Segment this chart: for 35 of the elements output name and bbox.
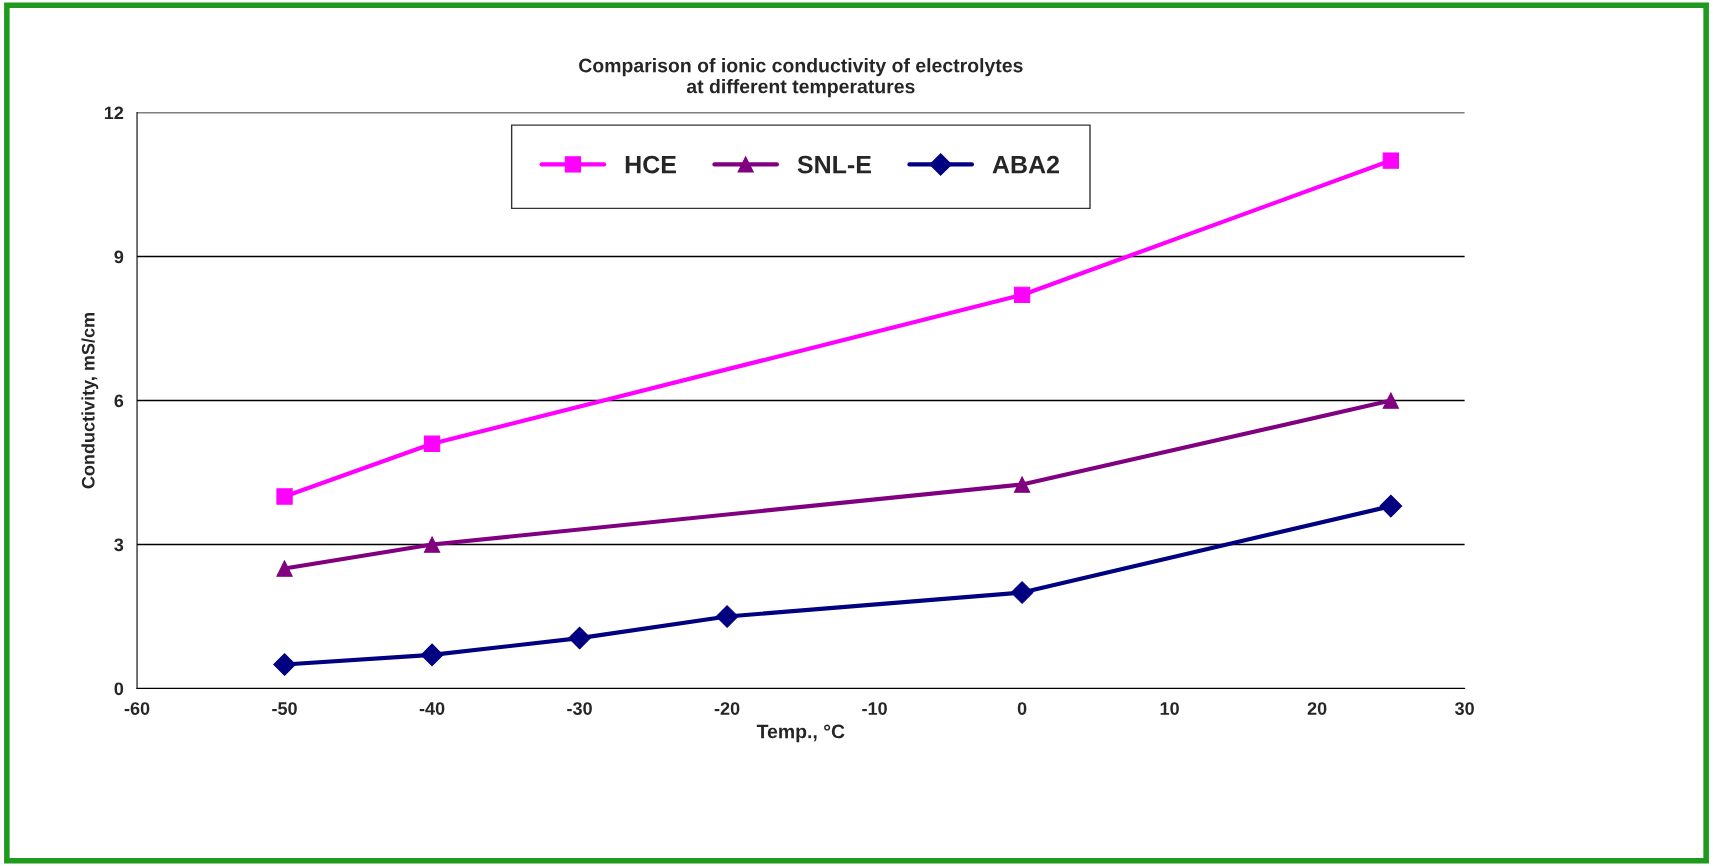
point — [276, 488, 293, 505]
point — [273, 653, 296, 676]
legend-label: ABA2 — [992, 155, 1059, 174]
y-tick-label: 12 — [104, 106, 124, 120]
y-tick-label: 6 — [114, 394, 124, 408]
x-tick-label: -30 — [567, 702, 592, 715]
y-tick-label: 3 — [114, 538, 124, 552]
x-tick-label: -40 — [419, 702, 445, 715]
point — [1013, 476, 1031, 493]
point — [568, 626, 591, 650]
x-tick-label: 20 — [1307, 702, 1327, 715]
point — [1382, 152, 1400, 169]
x-tick-label: 0 — [1017, 702, 1027, 715]
chart-title: Comparison of ionic conductivity of electrolytes at different temperatures — [579, 58, 1023, 98]
point — [1379, 494, 1403, 518]
point — [276, 560, 293, 577]
point — [1013, 286, 1031, 304]
point — [715, 605, 739, 628]
x-tick-label: -60 — [124, 702, 150, 715]
y-axis-title: Conductivity, mS/cm — [81, 313, 99, 489]
point — [423, 536, 441, 553]
point — [1382, 392, 1400, 409]
x-tick-label: 10 — [1160, 702, 1179, 715]
x-axis-title: Temp., °C — [756, 724, 845, 743]
legend-label: SNL-E — [797, 155, 871, 174]
x-tick-label: -20 — [714, 702, 740, 715]
point — [1010, 581, 1034, 604]
x-tick-label: 30 — [1454, 702, 1474, 715]
point — [420, 643, 444, 667]
y-tick-label: 0 — [114, 682, 124, 696]
point — [423, 435, 441, 452]
legend-label: HCE — [625, 155, 676, 174]
x-tick-label: -50 — [272, 702, 297, 715]
x-tick-label: -10 — [862, 702, 887, 715]
y-tick-label: 9 — [114, 250, 124, 264]
